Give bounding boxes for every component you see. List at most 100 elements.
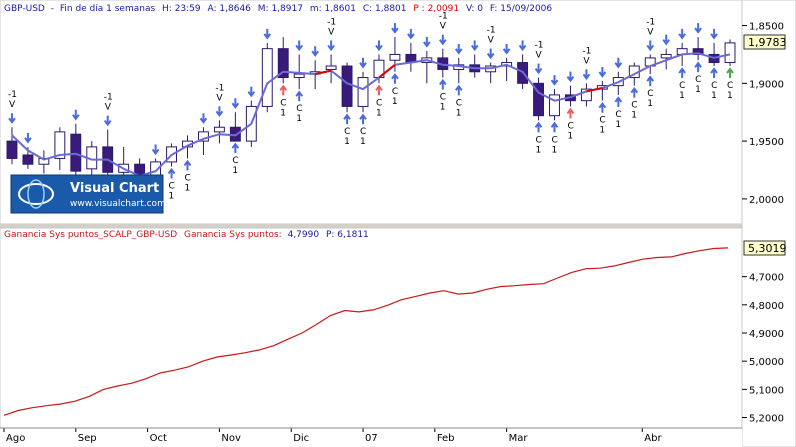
- sell-v-label: V: [536, 51, 543, 61]
- buy-c-label: C: [456, 98, 462, 108]
- buy-arrow-icon: [614, 96, 623, 107]
- sell-v-label: V: [440, 22, 447, 32]
- buy-arrow-icon: [295, 90, 303, 102]
- indicator-last-value: 5,3019: [748, 242, 787, 255]
- indicator-label: Ganancia Sys puntos:: [184, 230, 282, 240]
- buy-arrow-icon: [646, 75, 655, 87]
- price-header: GBP-USD - Fin de día 1 semanas H: 23:59 …: [4, 4, 552, 14]
- panel-splitter[interactable]: [0, 224, 742, 228]
- sell-arrow-icon: [199, 113, 208, 124]
- moving-average-line: [11, 52, 731, 177]
- watermark-background: [10, 174, 164, 214]
- sell-count-label: -1: [535, 41, 544, 51]
- price-last-value-frame: [743, 34, 786, 50]
- indicator-y-tick-label: 4,8000: [749, 301, 784, 312]
- buy-count-label: 1: [679, 91, 685, 101]
- moving-average-red-segment: [378, 64, 396, 79]
- buy-c-label: C: [727, 81, 733, 91]
- watermark-brand: Visual Chart: [70, 181, 159, 196]
- sell-count-label: -1: [104, 93, 113, 103]
- buy-count-label: 1: [727, 91, 733, 101]
- buy-count-label: 1: [536, 145, 542, 155]
- buy-c-label: C: [567, 121, 573, 131]
- buy-arrow-icon: [279, 84, 288, 96]
- buy-arrow-icon: [566, 107, 575, 119]
- sell-arrow-icon: [375, 40, 383, 52]
- time-tick-label: Dic: [293, 433, 309, 444]
- buy-count-label: 1: [392, 97, 398, 107]
- indicator-y-axis: 5,2000 5,1000 5,0000 4,9000 4,8000 4,7000: [742, 273, 784, 425]
- indicator-name: Ganancia Sys puntos_SCALP_GBP-USD: [4, 230, 177, 240]
- sell-arrow-icon: [518, 40, 527, 52]
- buy-c-label: C: [344, 127, 350, 137]
- watermark-url: www.visualchart.com: [70, 199, 166, 209]
- low-text: m: 1,8601: [310, 4, 356, 14]
- candle-body: [533, 82, 544, 117]
- price-axis-area: [741, 0, 796, 447]
- buy-arrow-icon: [343, 113, 351, 125]
- sell-arrow-icon: [550, 75, 559, 86]
- buy-arrow-icon: [710, 67, 718, 78]
- sell-count-label: -1: [582, 46, 591, 56]
- sell-v-label: V: [216, 93, 223, 103]
- buy-c-label: C: [296, 104, 302, 114]
- time-tick-label: Nov: [221, 433, 241, 444]
- sell-arrow-icon: [454, 43, 463, 55]
- buy-arrow-icon: [167, 167, 176, 179]
- moving-average: [11, 52, 731, 177]
- buy-arrow-icon: [694, 61, 702, 73]
- indicator-y-tick-label: 5,0000: [749, 357, 784, 368]
- sell-arrow-icon: [72, 109, 80, 121]
- sell-arrow-icon: [598, 67, 607, 78]
- price-y-tick-label: 1,9000: [749, 79, 784, 90]
- buy-c-label: C: [631, 101, 637, 111]
- price-y-tick-label: 1,9500: [749, 137, 784, 148]
- open-text: A: 1,8646: [208, 4, 252, 14]
- sell-count-label: -1: [439, 12, 448, 22]
- buy-c-label: C: [376, 98, 382, 108]
- buy-count-label: 1: [695, 85, 701, 95]
- buy-c-label: C: [679, 81, 685, 91]
- sell-arrow-icon: [407, 28, 415, 40]
- indicator-panel[interactable]: [0, 227, 743, 429]
- sell-arrow-icon: [103, 115, 112, 127]
- candle-body: [580, 88, 592, 102]
- sell-arrow-icon: [470, 40, 479, 52]
- sell-arrow-icon: [231, 98, 240, 109]
- sell-v-label: V: [647, 27, 654, 37]
- moving-average-red-segment: [586, 86, 603, 93]
- time-tick-label: Feb: [437, 433, 455, 444]
- candle-body: [341, 65, 353, 107]
- buy-c-label: C: [647, 89, 653, 99]
- candle-body: [70, 133, 82, 172]
- sell-arrow-icon: [24, 132, 32, 144]
- buy-count-label: 1: [552, 145, 558, 155]
- buy-c-label: C: [392, 87, 398, 97]
- candle-body: [389, 53, 401, 61]
- sell-arrow-icon: [215, 106, 224, 117]
- sell-v-label: V: [9, 100, 16, 110]
- time-tick-label: 07: [365, 433, 378, 444]
- header-dash: -: [51, 4, 54, 14]
- buy-count-label: 1: [567, 131, 573, 141]
- buy-arrow-icon: [598, 102, 607, 113]
- buy-c-label: C: [615, 110, 621, 120]
- candle-body: [692, 48, 704, 55]
- time-tick-label: Sep: [78, 433, 97, 444]
- buy-arrow-icon: [359, 113, 367, 125]
- sell-count-label: -1: [646, 17, 655, 27]
- buy-c-label: C: [599, 116, 605, 126]
- time-axis-area: [0, 428, 742, 447]
- sell-arrow-icon: [151, 144, 160, 156]
- time-text: H: 23:59: [162, 4, 201, 14]
- buy-count-label: 1: [615, 120, 621, 130]
- buy-arrow-icon: [375, 84, 383, 96]
- buy-arrow-icon: [231, 142, 240, 154]
- buy-count-label: 1: [711, 91, 717, 101]
- buy-count-label: 1: [280, 108, 286, 118]
- buy-count-label: 1: [232, 166, 238, 176]
- candle-body: [549, 94, 560, 117]
- buy-c-label: C: [169, 182, 175, 192]
- buy-count-label: 1: [456, 108, 462, 118]
